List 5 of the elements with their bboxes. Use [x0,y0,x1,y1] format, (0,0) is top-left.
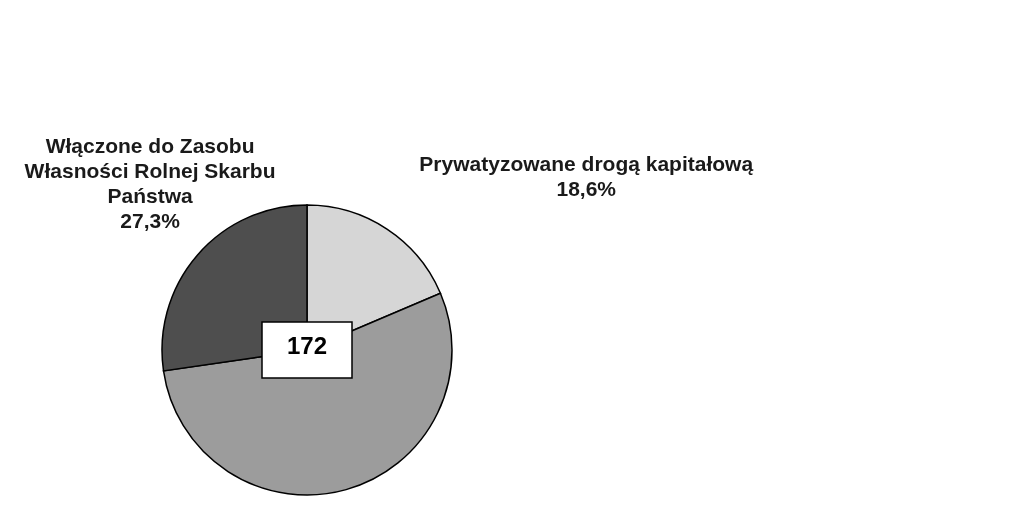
data-label: 27,3% [120,208,181,232]
data-label: 18,6% [556,177,617,201]
text: 172 [286,332,328,359]
slice-label: Prywatyzowane drogą kapitałową [419,152,754,176]
slice-label: Włączone do Zasobu Własności Rolnej Skarbu Państwa [24,133,276,207]
